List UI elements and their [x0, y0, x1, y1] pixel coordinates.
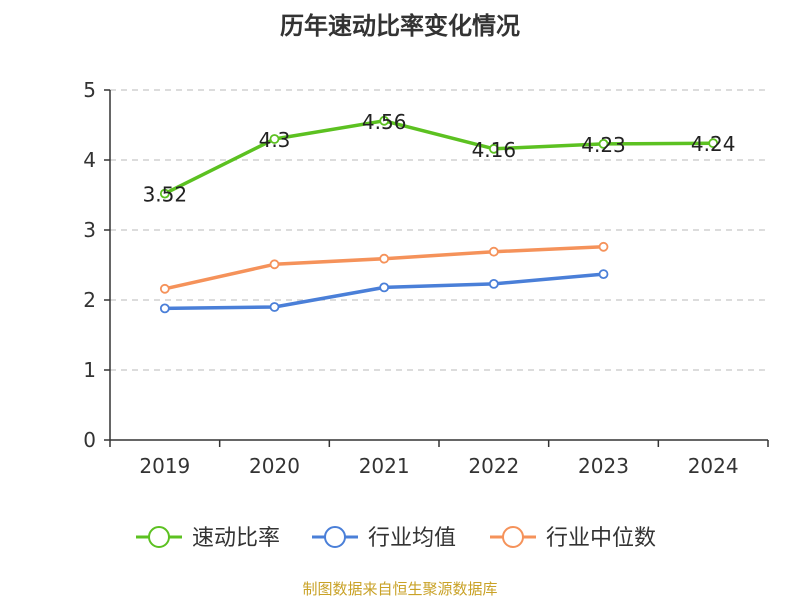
data-point [269, 302, 280, 312]
y-tick-label: 3 [83, 218, 96, 242]
y-tick-label: 0 [83, 428, 96, 452]
data-point [488, 246, 499, 257]
grid-lines [110, 89, 768, 371]
legend-item[interactable]: 行业均值 [312, 526, 456, 551]
legend-marker [324, 526, 346, 548]
data-labels: 3.52 4.3 4.56 4.16 4.23 4.24 [143, 110, 736, 207]
data-point [159, 283, 170, 294]
x-tick-label: 2019 [139, 454, 190, 478]
series-line [163, 119, 715, 196]
data-point [379, 282, 390, 293]
y-tick-label: 5 [83, 78, 96, 102]
data-point [379, 253, 390, 264]
data-point [269, 259, 280, 270]
legend-label: 行业均值 [368, 526, 456, 551]
axes: 0 1 2 3 4 5 2019 2020 2021 2022 2023 2024 [83, 78, 769, 478]
source-note: 制图数据来自恒生聚源数据库 [302, 580, 497, 598]
legend-marker [148, 526, 170, 548]
data-point [159, 303, 170, 314]
data-point [598, 269, 609, 280]
series-lines [159, 115, 719, 314]
data-label: 4.23 [581, 133, 626, 157]
data-point [488, 143, 499, 154]
data-point [379, 115, 390, 126]
data-label: 4.16 [472, 138, 517, 162]
legend: 速动比率 行业均值 行业中位数 [136, 526, 656, 551]
y-tick-label: 1 [83, 358, 96, 382]
chart-title: 历年速动比率变化情况 [280, 12, 520, 40]
x-tick-label: 2024 [688, 454, 739, 478]
legend-label: 速动比率 [192, 526, 280, 551]
data-point [598, 241, 609, 252]
x-tick-label: 2021 [359, 454, 410, 478]
data-point [708, 138, 719, 149]
data-point [159, 188, 170, 199]
data-label: 4.56 [362, 110, 407, 134]
legend-item[interactable]: 行业中位数 [490, 526, 656, 551]
data-label: 3.52 [143, 183, 188, 207]
data-point [488, 278, 499, 289]
data-point [269, 134, 280, 144]
x-tick-label: 2022 [468, 454, 519, 478]
data-point [598, 138, 609, 149]
legend-item[interactable]: 速动比率 [136, 526, 280, 551]
data-label: 4.3 [259, 128, 291, 152]
y-tick-label: 2 [83, 288, 96, 312]
legend-marker [502, 526, 524, 548]
data-label: 4.24 [691, 132, 736, 156]
legend-label: 行业中位数 [546, 526, 656, 551]
x-tick-label: 2020 [249, 454, 300, 478]
x-tick-label: 2023 [578, 454, 629, 478]
y-tick-label: 4 [83, 148, 96, 172]
